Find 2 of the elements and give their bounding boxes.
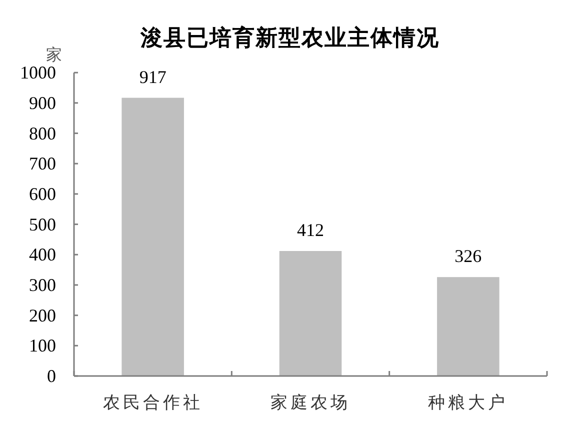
ylabel: 家 [46, 47, 62, 64]
title: 浚县已培育新型农业主体情况 [140, 25, 440, 50]
